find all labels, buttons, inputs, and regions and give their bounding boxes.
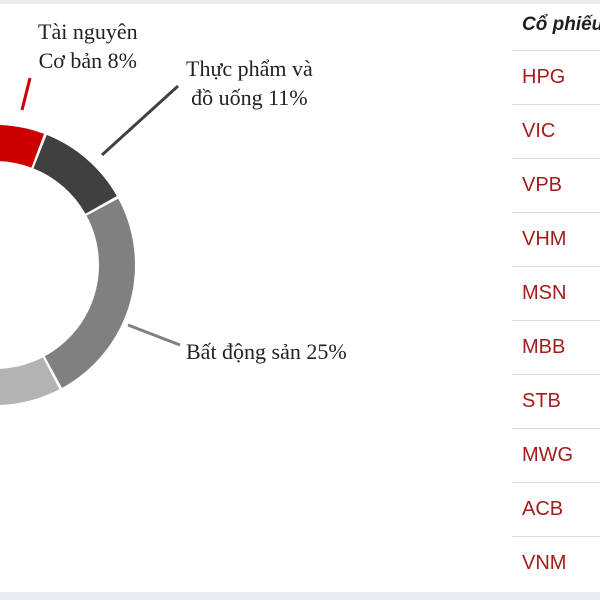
leader-line-bat-dong-san	[127, 323, 181, 347]
stock-row-msn[interactable]: MSN	[512, 266, 600, 320]
bottom-border	[0, 592, 600, 600]
label-tai-nguyen-line2: Cơ bản 8%	[38, 48, 137, 73]
stock-table-body: HPG VIC VPB VHM MSN MBB STB MWG ACB VNM	[512, 50, 600, 590]
donut-slice-3	[44, 198, 136, 388]
sector-donut-chart: Tài nguyên Cơ bản 8% Thực phẩm và đồ uốn…	[0, 17, 347, 405]
stock-table: Cổ phiếu HPG VIC VPB VHM MSN MBB STB MWG ACB VNM	[512, 0, 600, 592]
donut-slice-2	[33, 134, 117, 214]
stock-table-header: Cổ phiếu	[522, 14, 600, 35]
label-thuc-pham-line1: Thực phẩm và	[186, 56, 313, 81]
label-thuc-pham-line2: đồ uống 11%	[191, 85, 308, 110]
leader-line-tai-nguyen	[20, 77, 32, 111]
stock-row-vic[interactable]: VIC	[512, 104, 600, 158]
leader-line-thuc-pham	[100, 84, 180, 157]
stock-row-acb[interactable]: ACB	[512, 482, 600, 536]
donut-slice-other	[0, 357, 60, 405]
top-border	[0, 0, 600, 4]
label-tai-nguyen: Tài nguyên Cơ bản 8%	[38, 17, 138, 75]
label-bat-dong-san: Bất động sản 25%	[186, 339, 347, 364]
stock-row-hpg[interactable]: HPG	[512, 50, 600, 104]
stock-row-vnm[interactable]: VNM	[512, 536, 600, 590]
stock-row-vhm[interactable]: VHM	[512, 212, 600, 266]
stock-row-stb[interactable]: STB	[512, 374, 600, 428]
stock-row-mbb[interactable]: MBB	[512, 320, 600, 374]
stock-row-mwg[interactable]: MWG	[512, 428, 600, 482]
label-tai-nguyen-line1: Tài nguyên	[38, 19, 138, 44]
label-thuc-pham: Thực phẩm và đồ uống 11%	[186, 54, 313, 112]
donut-chart-svg	[0, 77, 181, 405]
stock-row-vpb[interactable]: VPB	[512, 158, 600, 212]
donut-slice-1	[0, 125, 45, 168]
